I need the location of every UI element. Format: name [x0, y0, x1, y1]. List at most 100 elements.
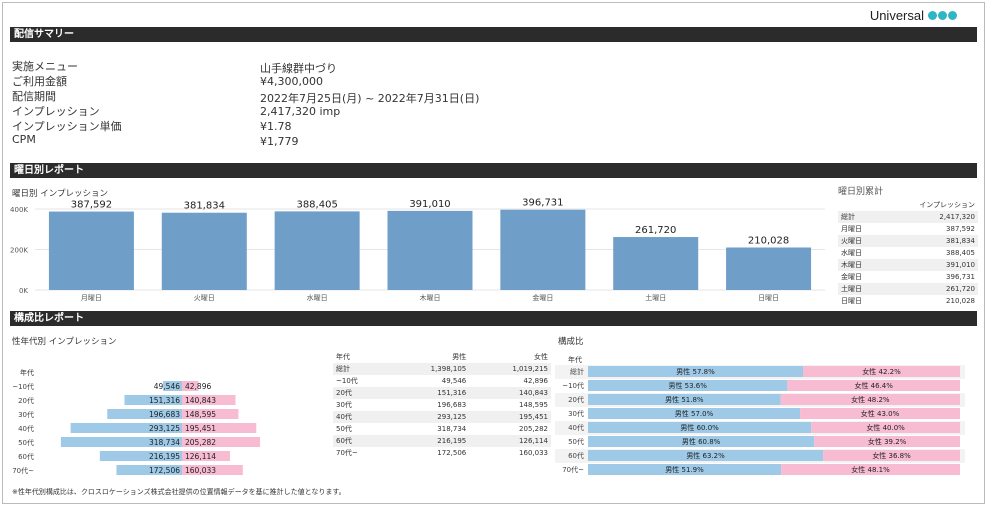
- bar-value-label: 261,720: [635, 225, 676, 236]
- summary-label: ご利用金額: [12, 75, 67, 88]
- summary-label: インプレッション単価: [12, 120, 122, 133]
- comp-col-female: 女性: [534, 353, 548, 361]
- x-tick-label: 土曜日: [645, 293, 666, 302]
- ratio-male-label: 男性 57.0%: [675, 409, 714, 418]
- pyramid-male-value: 293,125: [149, 424, 180, 433]
- ratio-male-label: 男性 60.0%: [680, 423, 719, 432]
- ratio-male-bar: [588, 450, 824, 461]
- row-label: ~10代: [336, 377, 358, 385]
- row-female: 140,843: [469, 387, 551, 399]
- weekday-chart-title: 曜日別 インプレッション: [12, 189, 108, 199]
- row-female: 42,896: [523, 377, 549, 385]
- table-row: 木曜日 391,010: [838, 259, 978, 271]
- row-label: 金曜日: [841, 273, 862, 281]
- ratio-male-bar: [588, 464, 782, 475]
- row-label: 60代: [333, 435, 388, 447]
- bar-value-label: 388,405: [296, 199, 337, 210]
- y-tick-label: 200K: [10, 247, 28, 255]
- pyramid-male-value: 196,683: [149, 410, 180, 419]
- bar-value-label: 387,592: [71, 200, 112, 211]
- x-tick-label: 木曜日: [420, 293, 441, 302]
- row-label: 日曜日: [841, 297, 862, 305]
- table-row: 水曜日 388,405: [838, 247, 978, 259]
- ratio-age-label: 60代: [568, 451, 584, 460]
- ratio-male-bar: [588, 380, 788, 391]
- summary-value: ¥4,300,000: [260, 75, 323, 88]
- composition-header: 構成比レポート: [10, 311, 977, 326]
- pyramid-age-label: 40代: [18, 424, 34, 433]
- bar-value-label: 396,731: [522, 198, 563, 209]
- row-value: 381,834: [880, 235, 978, 247]
- ratio-male-label: 男性 51.8%: [665, 395, 704, 404]
- ratio-female-label: 女性 36.8%: [872, 451, 911, 460]
- row-male: 49,546: [441, 377, 467, 385]
- ratio-male-bar: [588, 394, 781, 405]
- x-tick-label: 日曜日: [758, 294, 779, 302]
- ratio-age-label: 70代~: [562, 465, 584, 474]
- gender-age-pyramid: ~10代 49,546 42,896 20代 151,316 140,843 30代 196,…: [12, 381, 261, 475]
- footnote: ※性年代別構成比は、クロスロケーションズ株式会社提供の位置情報データを基に推計し…: [12, 488, 346, 496]
- ratio-age-label: 総計: [570, 367, 584, 376]
- pyramid-title: 性年代別 インプレッション: [12, 337, 117, 347]
- row-label: 20代: [333, 387, 388, 399]
- ratio-age-label: ~10代: [562, 381, 584, 390]
- bar-value-label: 210,028: [748, 235, 789, 246]
- summary-value: 2022年7月25日(月) ~ 2022年7月31日(日): [260, 92, 480, 105]
- ratio-male-label: 男性 57.8%: [676, 367, 715, 376]
- row-label: 70代~: [336, 449, 358, 457]
- row-female: 160,033: [519, 449, 548, 457]
- row-value: 391,010: [880, 259, 978, 271]
- ratio-male-bar: [588, 408, 801, 419]
- row-female: 148,595: [519, 401, 548, 409]
- ratio-female-bar: [781, 464, 960, 475]
- pyramid-female-value: 140,843: [185, 396, 216, 405]
- pyramid-male-bar: [163, 381, 182, 391]
- summary-value: ¥1,779: [260, 135, 299, 148]
- row-label: 40代: [333, 411, 388, 423]
- ratio-age-label: 50代: [568, 437, 584, 446]
- pyramid-female-value: 195,451: [185, 424, 216, 433]
- weekday-header: 曜日別レポート: [10, 163, 977, 178]
- bar-value-label: 391,010: [409, 199, 450, 210]
- row-female: 126,114: [469, 435, 551, 447]
- row-male: 293,125: [387, 411, 470, 423]
- table-row: 20代 151,316 140,843: [333, 387, 551, 399]
- summary-label: 配信期間: [12, 90, 56, 103]
- pyramid-age-label: 70代~: [12, 466, 34, 475]
- pyramid-age-label: 30代: [18, 410, 34, 419]
- pyramid-male-bar: [60, 437, 182, 447]
- pyramid-male-bar: [99, 451, 182, 461]
- pyramid-female-value: 205,282: [185, 438, 216, 447]
- x-tick-label: 火曜日: [194, 294, 215, 302]
- row-label: 総計: [333, 363, 388, 375]
- ratio-female-label: 女性 40.0%: [866, 423, 905, 432]
- table-row: 30代 196,683 148,595: [333, 399, 551, 411]
- summary-label: 実施メニュー: [12, 60, 78, 73]
- row-value: 388,405: [946, 249, 975, 257]
- ratio-age-label: 30代: [568, 409, 584, 418]
- ratio-female-label: 女性 43.0%: [861, 409, 900, 418]
- ratio-male-label: 男性 60.8%: [682, 437, 721, 446]
- comp-col-male: 男性: [452, 353, 467, 361]
- ratio-female-bar: [814, 436, 960, 447]
- ratio-age-label: 20代: [568, 395, 584, 404]
- row-value: 2,417,320: [880, 211, 978, 223]
- brand-name: Universal: [869, 8, 924, 23]
- weekday-bar: [48, 211, 134, 290]
- pyramid-age-label: 60代: [18, 452, 34, 461]
- pyramid-age-label: 20代: [18, 396, 34, 405]
- ratio-female-bar: [787, 380, 960, 391]
- pyramid-female-value: 126,114: [185, 452, 216, 461]
- weekday-bar: [274, 211, 360, 290]
- pyramid-male-bar: [124, 395, 182, 405]
- ratio-male-label: 男性 53.6%: [668, 381, 707, 390]
- row-value: 387,592: [946, 225, 975, 233]
- ratio-male-bar: [588, 422, 812, 433]
- ratio-female-label: 女性 48.2%: [851, 395, 890, 404]
- ratio-male-label: 男性 63.2%: [686, 451, 725, 460]
- pyramid-male-bar: [107, 409, 182, 419]
- table-row: 火曜日 381,834: [838, 235, 978, 247]
- row-male: 216,195: [387, 435, 470, 447]
- pyramid-age-label: ~10代: [12, 382, 34, 391]
- ratio-male-label: 男性 51.9%: [665, 465, 704, 474]
